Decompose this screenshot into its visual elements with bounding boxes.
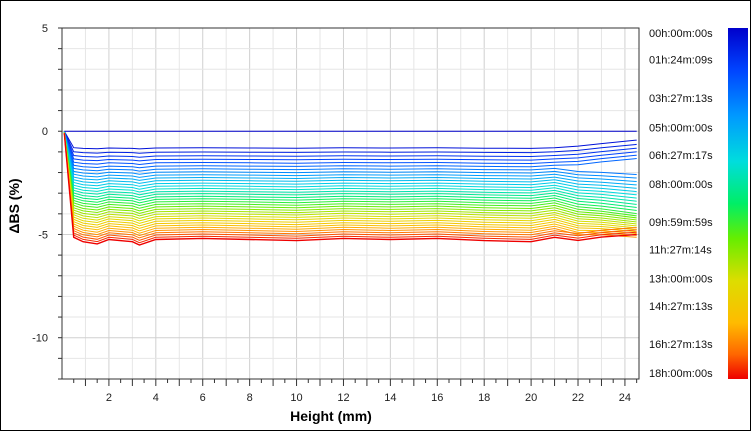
x-tick-label: 12 [337, 392, 349, 404]
series-line [63, 133, 637, 241]
series-line [63, 132, 637, 227]
colorbar-label: 08h:00m:00s [649, 179, 713, 191]
y-axis-label: ΔBS (%) [6, 178, 22, 233]
series-line [63, 132, 637, 233]
colorbar-label: 11h:27m:14s [649, 244, 712, 256]
series-line [63, 132, 637, 215]
series-line [63, 132, 637, 211]
series-line [63, 132, 637, 225]
series-line [63, 131, 637, 179]
colorbar [728, 28, 748, 379]
x-tick-label: 14 [384, 392, 396, 404]
x-tick-label: 20 [525, 392, 537, 404]
x-tick-label: 10 [290, 392, 302, 404]
series-line [63, 131, 637, 196]
colorbar-label: 14h:27m:13s [649, 301, 713, 313]
series-line [63, 132, 637, 217]
colorbar-label: 06h:27m:17s [649, 150, 713, 162]
series-line [63, 132, 637, 205]
x-axis-label: Height (mm) [290, 408, 372, 424]
series-line [63, 131, 637, 182]
colorbar-label: 05h:00m:00s [649, 122, 713, 134]
series-line [63, 131, 637, 158]
plot-border [61, 27, 640, 380]
series-line [63, 131, 637, 154]
series-line [63, 131, 637, 175]
series-line [63, 133, 637, 239]
x-tick-label: 2 [106, 392, 112, 404]
series-line [63, 133, 637, 246]
x-axis: 2 4 6 8 10 12 14 16 18 20 22 24 [73, 379, 638, 404]
series-line [63, 132, 637, 229]
series-line [63, 132, 637, 202]
x-tick-label: 16 [431, 392, 443, 404]
series-line [63, 132, 637, 219]
y-axis: 5 0 -5 -10 [32, 23, 62, 380]
series-line [63, 132, 637, 235]
series-line [63, 131, 637, 162]
series-group [63, 130, 637, 246]
series-line [63, 133, 637, 238]
series-line [63, 132, 637, 208]
series-line [63, 133, 637, 244]
series-line [63, 131, 637, 189]
colorbar-label: 09h:59m:59s [649, 217, 713, 229]
colorbar-label: 16h:27m:13s [649, 339, 713, 351]
series-line [63, 131, 637, 169]
y-tick-label: 0 [42, 126, 48, 138]
series-line [63, 131, 637, 150]
colorbar-label: 00h:00m:00s [649, 28, 713, 40]
x-tick-label: 18 [478, 392, 490, 404]
series-line [63, 131, 637, 193]
y-tick-label: -10 [32, 333, 48, 345]
x-tick-label: 4 [153, 392, 159, 404]
series-line [63, 131, 637, 186]
series-line [63, 132, 637, 223]
series-line [63, 131, 637, 166]
series-line [63, 132, 637, 199]
x-tick-label: 6 [200, 392, 206, 404]
y-tick-label: 5 [42, 23, 48, 35]
colorbar-label: 13h:00m:00s [649, 274, 713, 286]
colorbar-label: 03h:27m:13s [649, 93, 713, 105]
colorbar-labels: 00h:00m:00s 01h:24m:09s 03h:27m:13s 05h:00m… [649, 28, 713, 380]
colorbar-label: 18h:00m:00s [649, 368, 713, 380]
series-line [63, 132, 637, 231]
x-tick-label: 22 [572, 392, 584, 404]
series-line [63, 132, 637, 236]
series-line [63, 132, 637, 221]
x-tick-label: 8 [247, 392, 253, 404]
x-tick-label: 24 [619, 392, 631, 404]
colorbar-label: 01h:24m:09s [649, 55, 713, 67]
y-tick-label: -5 [38, 229, 48, 241]
